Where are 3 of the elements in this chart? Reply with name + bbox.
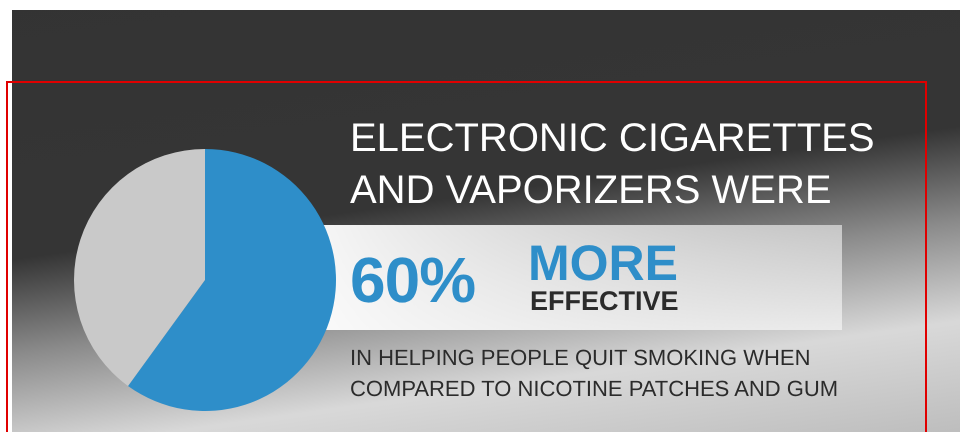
text: ELECTRONIC CIGARETTES AND VAPORIZERS WERE xyxy=(350,115,876,214)
text: IN HELPING PEOPLE QUIT SMOKING WHEN COMPARED TO NICOTINE PATCHES AND GUM xyxy=(350,344,840,403)
text: 60% xyxy=(350,243,476,318)
